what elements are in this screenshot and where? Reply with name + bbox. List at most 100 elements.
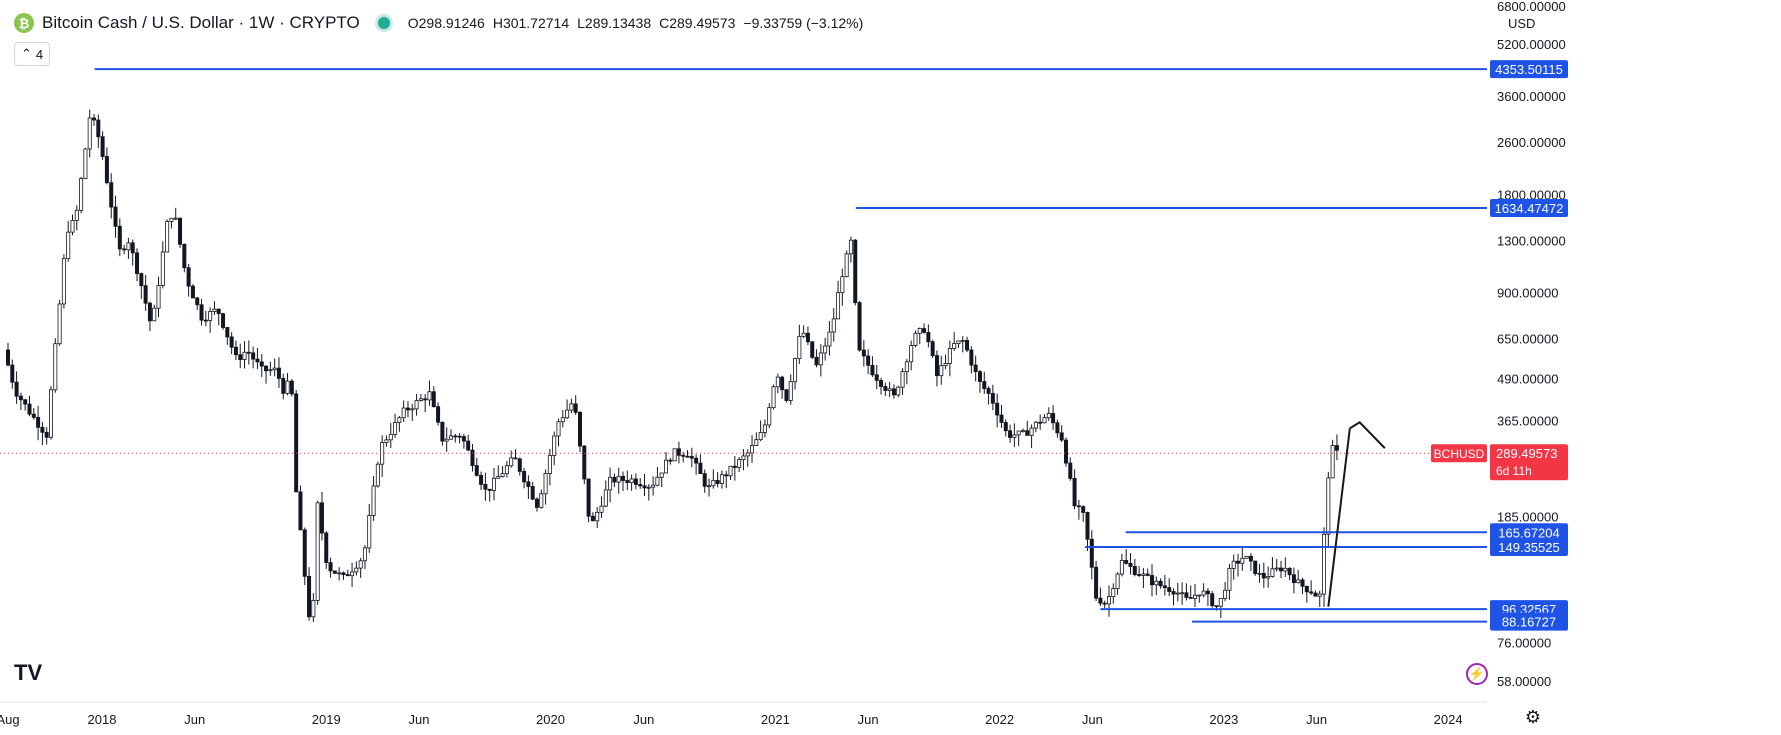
lightning-event-icon[interactable]: ⚡ [1466,663,1488,685]
candle-body [418,398,423,401]
candle-body [599,505,604,513]
candle-body [324,532,329,563]
candle-body [152,307,157,322]
candle-body [1141,573,1146,576]
candle-body [1128,563,1133,567]
candle-body [246,351,251,354]
candle-body [1124,559,1129,564]
candle-body [109,182,114,208]
candle-body [70,219,75,233]
candle-body [1081,506,1086,513]
time-tick-label: 2019 [312,712,341,727]
candle-body [711,480,716,487]
level-price-tag [1490,537,1568,556]
candle-body [986,388,991,394]
candle-body [1193,594,1198,599]
candle-body [1158,580,1163,587]
candle-body [186,267,191,287]
candle-body [917,328,922,334]
symbol-title[interactable]: Bitcoin Cash / U.S. Dollar · 1W · CRYPTO [42,13,360,32]
candle-body [664,459,669,474]
candle-body [96,119,101,138]
candle-body [848,239,853,255]
candle-body [565,409,570,419]
candle-body [831,318,836,333]
candle-body [276,367,281,379]
candle-body [397,417,402,423]
candle-body [122,248,127,251]
candle-body [135,252,140,274]
candle-body [780,376,785,391]
candle-body [1214,605,1219,608]
time-tick-label: Jun [1306,712,1327,727]
candle-body [870,364,875,376]
candle-body [788,381,793,401]
time-tick-label: 2018 [88,712,117,727]
candle-body [169,217,174,222]
arrow-head[interactable] [1349,421,1386,449]
level-price-tag [1490,612,1568,631]
candle-body [1197,594,1202,597]
candle-body [797,335,802,360]
symbol-header: ₿ Bitcoin Cash / U.S. Dollar · 1W · CRYP… [14,12,863,34]
candle-body [345,574,350,577]
candle-body [466,440,471,451]
tradingview-logo-icon[interactable]: TV [14,660,43,685]
candle-body [793,358,798,383]
candle-body [405,407,410,411]
candle-body [307,575,312,618]
candle-body [995,402,1000,416]
arrow-shaft[interactable] [1327,428,1351,607]
market-status-icon[interactable] [377,17,390,29]
candle-body [423,398,428,401]
candle-body [1205,590,1210,595]
candle-body [762,424,767,433]
candle-body [87,117,92,150]
currency-select[interactable]: USD [1508,15,1536,31]
gear-icon[interactable]: ⚙ [1524,706,1542,727]
symbol-tag [1431,444,1487,463]
level-price-tag [1490,60,1568,79]
candle-body [883,386,888,391]
candle-body [504,465,509,475]
indicator-count: 4 [35,46,44,62]
candle-body [1313,592,1318,597]
candle-body [874,374,879,381]
candle-body [900,371,905,388]
candle-body [23,399,28,405]
change-value: −9.33759 (−3.12%) [743,15,864,31]
level-price-label: 165.67204 [1498,525,1559,540]
candle-body [930,341,935,356]
candle-body [844,253,849,278]
candle-body [156,284,161,309]
time-tick-label: 2023 [1209,712,1238,727]
high-value: 301.72714 [502,15,570,31]
candle-body [1180,592,1185,595]
candle-body [31,413,36,418]
candle-body [724,474,729,477]
level-price-label: 1634.47472 [1495,201,1564,216]
candle-body [1072,478,1077,507]
candle-body [891,388,896,396]
candle-body [732,465,737,468]
candle-body [582,445,587,480]
candle-body [500,473,505,478]
candle-body [616,475,621,483]
candle-body [1296,579,1301,584]
price-tick-label: 1800.00000 [1497,187,1566,202]
candle-body [887,388,892,391]
candle-body [879,379,884,387]
candle-body [1279,567,1284,572]
indicators-toggle-button[interactable]: ⌃ 4 [14,42,51,66]
price-tick-label: 2600.00000 [1497,135,1566,150]
candle-body [491,477,496,491]
candle-body [401,407,406,419]
candle-body [861,349,866,357]
candle-body [358,560,363,569]
candle-body [530,486,535,500]
time-tick-label: Jun [409,712,430,727]
candle-body [853,239,858,304]
candle-body [973,364,978,373]
candle-body [526,481,531,487]
